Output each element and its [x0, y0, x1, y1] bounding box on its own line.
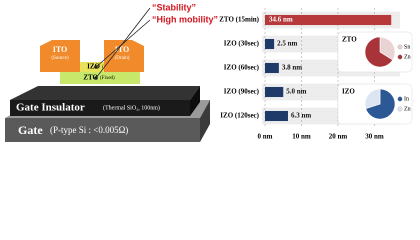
insulator-note: (Thermal SiO₂, 100nm): [103, 104, 160, 111]
legend-swatch: [397, 96, 403, 102]
value-label: 6.3 nm: [291, 112, 311, 120]
bar: [265, 14, 392, 26]
gate-note: (P-type Si : <0.005Ω): [50, 125, 128, 135]
x-tick-label: 30 nm: [365, 133, 384, 141]
bar: [265, 86, 284, 98]
gate-front: [5, 118, 200, 142]
source-block: [40, 40, 80, 72]
y-tick-label: IZO (60sec): [224, 64, 260, 72]
source-label: ITO: [53, 45, 68, 54]
legend-label: Zn: [404, 106, 411, 112]
zto-layer: [60, 72, 140, 84]
annotation: “Stability”: [152, 2, 196, 12]
pie-slice: [365, 88, 396, 120]
arrow-dot: [94, 76, 98, 80]
bar: [265, 38, 275, 50]
arrow: [95, 19, 151, 68]
drain-note: (Drain): [115, 56, 130, 61]
x-tick-label: 10 nm: [292, 133, 311, 141]
insulator-side: [190, 86, 200, 116]
drain-label: ITO: [115, 45, 130, 54]
legend-swatch: [397, 44, 403, 50]
legend-swatch: [397, 54, 403, 60]
izo-layer: [64, 62, 136, 72]
zto-note: (Fixed): [100, 76, 115, 81]
pie-title: IZO: [342, 88, 355, 96]
drain-block: [104, 40, 144, 72]
source-note: (Source): [51, 56, 69, 61]
value-label: 3.8 nm: [282, 64, 302, 72]
value-label: 2.5 nm: [277, 40, 297, 48]
izo-label: IZO: [87, 63, 100, 71]
value-label: 34.6 nm: [269, 16, 293, 24]
bar: [265, 110, 288, 122]
legend-swatch: [397, 106, 403, 112]
legend-label: Sn: [404, 44, 410, 50]
bar-chart: 0 nm 10 nm 20 nm 30 nm ZTO (15min) 34.6 nm IZO…: [219, 8, 413, 141]
pie-title: ZTO: [342, 36, 357, 44]
figure: Gate Insulator (Thermal SiO₂, 100nm) Gat…: [5, 2, 413, 142]
y-tick-label: IZO (90sec): [224, 88, 260, 96]
legend-label: Zn: [404, 54, 411, 60]
insulator-top: [10, 86, 200, 100]
gate-label: Gate: [18, 123, 43, 137]
legend-label: In: [404, 96, 409, 102]
gate-side: [200, 100, 210, 142]
y-tick-label: IZO (30sec): [224, 40, 260, 48]
device-diagram: Gate Insulator (Thermal SiO₂, 100nm) Gat…: [5, 2, 218, 142]
arrow-dot: [94, 65, 98, 69]
value-label: 5.0 nm: [286, 88, 306, 96]
insulator-label: Gate Insulator: [16, 102, 85, 114]
pie-slice: [364, 88, 381, 110]
zto-label: ZTO: [83, 74, 98, 82]
y-tick-label: IZO (120sec): [220, 112, 259, 120]
pie-slice: [364, 36, 394, 68]
bar: [265, 62, 279, 74]
annotation: “High mobility”: [152, 14, 218, 24]
y-tick-label: ZTO (15min): [219, 16, 259, 24]
x-tick-label: 20 nm: [329, 133, 348, 141]
insulator-front: [10, 100, 190, 116]
x-tick-label: 0 nm: [258, 133, 273, 141]
